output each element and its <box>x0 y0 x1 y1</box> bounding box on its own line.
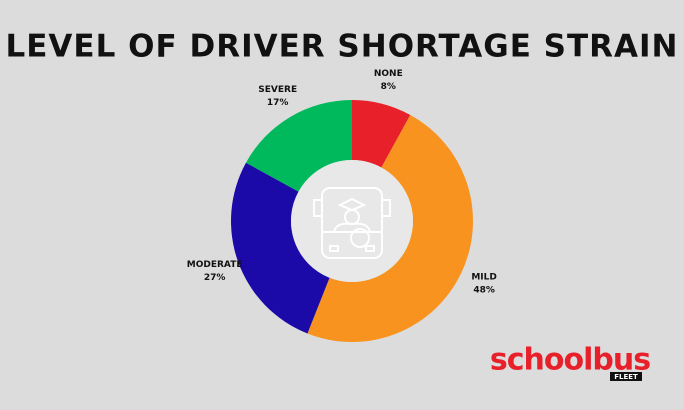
logo-sub: FLEET <box>614 373 638 381</box>
center-circle <box>291 160 413 282</box>
slice-label: MODERATE <box>187 260 243 270</box>
logo-text: schoolbus <box>490 343 650 378</box>
logo-box <box>610 372 642 381</box>
slice-label: SEVERE <box>258 85 297 95</box>
donut-slice <box>245 100 352 192</box>
slice-label: MILD <box>471 273 497 283</box>
slice-value-label: 17% <box>267 98 289 108</box>
bus-driver-icon <box>313 187 391 259</box>
slice-value-label: 8% <box>381 82 396 92</box>
donut-slice <box>307 114 473 343</box>
donut-slice <box>231 162 330 334</box>
slice-value-label: 27% <box>204 273 226 283</box>
slice-value-label: 48% <box>473 286 495 296</box>
donut-slice <box>352 100 411 168</box>
slice-label: NONE <box>374 69 403 79</box>
chart-title: LEVEL OF DRIVER SHORTAGE STRAIN <box>6 29 679 65</box>
donut <box>231 100 473 343</box>
